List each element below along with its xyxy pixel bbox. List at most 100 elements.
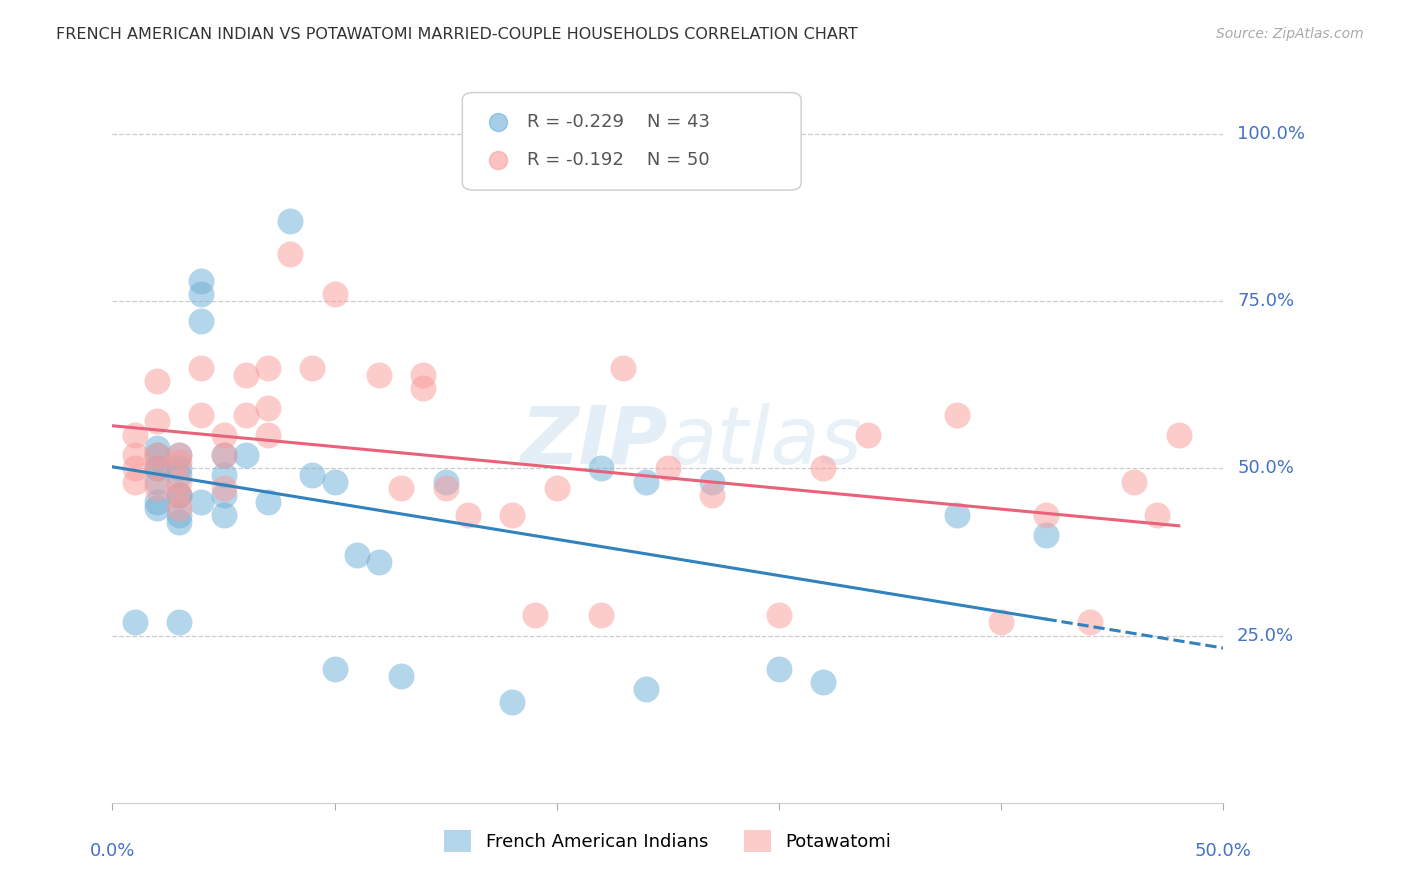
Point xyxy=(190,287,212,301)
Text: atlas: atlas xyxy=(668,402,863,481)
Point xyxy=(1078,615,1101,630)
Point xyxy=(146,448,169,462)
Point xyxy=(146,375,169,389)
Point xyxy=(167,508,190,523)
Point xyxy=(212,508,235,523)
Text: 25.0%: 25.0% xyxy=(1237,626,1295,645)
Text: FRENCH AMERICAN INDIAN VS POTAWATOMI MARRIED-COUPLE HOUSEHOLDS CORRELATION CHART: FRENCH AMERICAN INDIAN VS POTAWATOMI MAR… xyxy=(56,27,858,42)
Point xyxy=(1035,528,1057,542)
Point xyxy=(167,515,190,529)
Point xyxy=(212,448,235,462)
Point xyxy=(457,508,479,523)
Point xyxy=(323,287,346,301)
Point xyxy=(146,461,169,475)
Point xyxy=(1167,427,1189,442)
Point xyxy=(167,448,190,462)
Point xyxy=(212,448,235,462)
Point xyxy=(190,314,212,328)
Point xyxy=(124,448,146,462)
Point xyxy=(523,608,546,623)
Point xyxy=(768,662,790,676)
Point xyxy=(146,461,169,475)
Text: 0.0%: 0.0% xyxy=(90,842,135,860)
Point xyxy=(657,461,679,475)
Point xyxy=(1035,508,1057,523)
Point xyxy=(634,681,657,696)
Point xyxy=(813,675,835,690)
Point xyxy=(257,427,280,442)
Point xyxy=(301,467,323,482)
Point xyxy=(167,488,190,502)
Point xyxy=(212,482,235,496)
Point xyxy=(368,368,391,382)
Point xyxy=(389,669,412,683)
Point xyxy=(591,461,613,475)
Point xyxy=(813,461,835,475)
FancyBboxPatch shape xyxy=(463,93,801,190)
Point xyxy=(190,408,212,422)
Point xyxy=(702,488,724,502)
Point xyxy=(167,501,190,516)
Point xyxy=(167,448,190,462)
Point xyxy=(945,408,967,422)
Point xyxy=(346,548,368,563)
Point xyxy=(768,608,790,623)
Point xyxy=(212,488,235,502)
Point xyxy=(412,381,434,395)
Point xyxy=(146,494,169,508)
Legend: French American Indians, Potawatomi: French American Indians, Potawatomi xyxy=(437,822,898,859)
Point xyxy=(634,475,657,489)
Text: 50.0%: 50.0% xyxy=(1195,842,1251,860)
Text: ZIP: ZIP xyxy=(520,402,668,481)
Point xyxy=(412,368,434,382)
Point xyxy=(323,662,346,676)
Text: Source: ZipAtlas.com: Source: ZipAtlas.com xyxy=(1216,27,1364,41)
Point xyxy=(1123,475,1146,489)
Point xyxy=(990,615,1012,630)
Point xyxy=(167,615,190,630)
Point xyxy=(501,508,523,523)
Text: 75.0%: 75.0% xyxy=(1237,292,1295,310)
Text: 50.0%: 50.0% xyxy=(1237,459,1294,477)
Point xyxy=(167,488,190,502)
Text: 100.0%: 100.0% xyxy=(1237,125,1305,143)
Point xyxy=(146,442,169,455)
Point xyxy=(212,427,235,442)
Point xyxy=(146,414,169,429)
Point xyxy=(434,475,457,489)
Point xyxy=(1146,508,1168,523)
Point xyxy=(235,408,257,422)
Text: R = -0.192    N = 50: R = -0.192 N = 50 xyxy=(527,152,710,169)
Point xyxy=(124,475,146,489)
Point xyxy=(434,482,457,496)
Point xyxy=(167,461,190,475)
Point xyxy=(389,482,412,496)
Point xyxy=(945,508,967,523)
Point xyxy=(167,455,190,469)
Point xyxy=(146,461,169,475)
Point xyxy=(190,494,212,508)
Point xyxy=(702,475,724,489)
Point xyxy=(278,247,301,261)
Point xyxy=(167,467,190,482)
Point xyxy=(278,214,301,228)
Point xyxy=(257,494,280,508)
Point xyxy=(124,427,146,442)
Point xyxy=(612,361,634,376)
Text: R = -0.229    N = 43: R = -0.229 N = 43 xyxy=(527,113,710,131)
Point xyxy=(235,448,257,462)
Point xyxy=(190,361,212,376)
Point xyxy=(546,482,568,496)
Point xyxy=(257,361,280,376)
Point xyxy=(257,401,280,416)
Point xyxy=(146,501,169,516)
Point xyxy=(301,361,323,376)
Point xyxy=(167,475,190,489)
Point xyxy=(235,368,257,382)
Point xyxy=(212,467,235,482)
Point xyxy=(591,608,613,623)
Point xyxy=(190,274,212,288)
Point xyxy=(501,696,523,710)
Point xyxy=(124,461,146,475)
Point xyxy=(146,475,169,489)
